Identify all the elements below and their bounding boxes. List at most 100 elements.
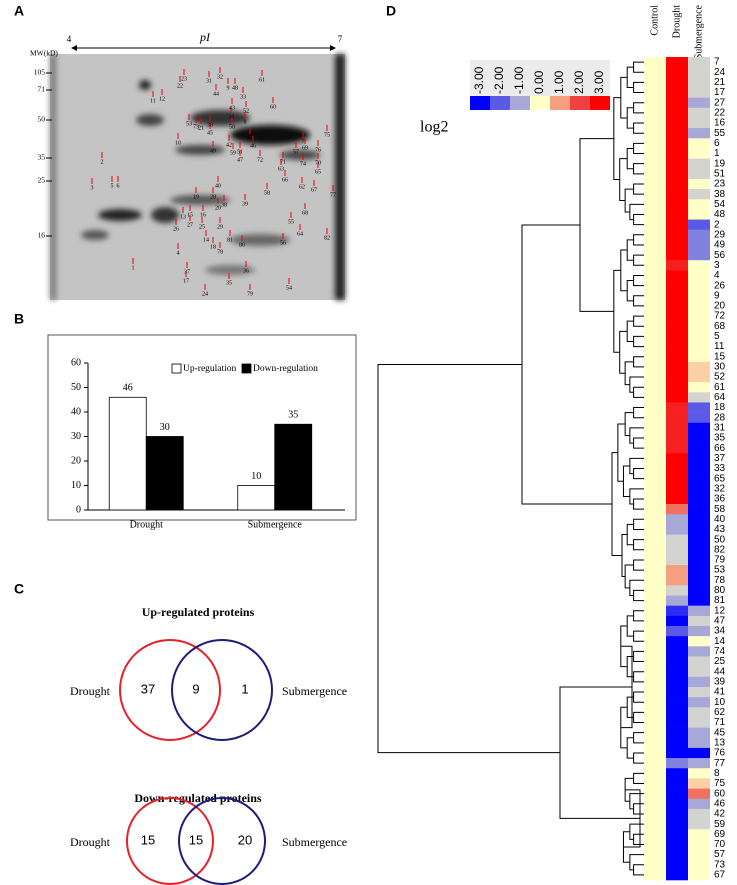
dendrogram-branch xyxy=(633,254,644,266)
legend-label: Down-regulation xyxy=(253,364,318,374)
heatmap-cell xyxy=(688,178,710,190)
spot-label: 66 xyxy=(282,177,288,183)
heatmap-cell xyxy=(688,554,710,566)
heatmap-cell xyxy=(644,382,666,393)
row-label: 22 xyxy=(714,108,726,119)
row-label: 82 xyxy=(714,544,726,555)
venn-count: 1 xyxy=(241,681,248,696)
row-label: 18 xyxy=(714,402,726,413)
heatmap-cell xyxy=(688,697,710,708)
heatmap-cell xyxy=(666,565,688,576)
heatmap-cell xyxy=(644,575,666,586)
row-label: 56 xyxy=(714,250,726,261)
heatmap-cell xyxy=(644,625,666,637)
heatmap-cell xyxy=(688,676,710,688)
mw-tick-label: 50 xyxy=(38,115,46,124)
row-label: 33 xyxy=(714,463,726,474)
dendrogram-branch xyxy=(633,102,644,114)
spot-label: 81 xyxy=(227,237,233,243)
scale-swatch xyxy=(530,96,550,110)
heatmap-cell xyxy=(644,676,666,688)
spot-label: 5 xyxy=(111,183,114,189)
spot-label: 69 xyxy=(302,145,308,151)
row-label: 23 xyxy=(714,179,726,190)
dendrogram-branch xyxy=(622,831,630,863)
heatmap-cell xyxy=(666,747,688,759)
dendrogram-branch xyxy=(559,686,640,819)
heatmap-cell xyxy=(644,514,666,525)
heatmap-cell xyxy=(644,636,666,647)
heatmap-cell xyxy=(644,351,666,363)
dendrogram-branch xyxy=(624,361,634,386)
heatmap-cell xyxy=(644,260,666,271)
heatmap-cell xyxy=(666,473,688,485)
spot-label: 70 xyxy=(315,160,321,166)
heatmap-cell xyxy=(666,646,688,657)
heatmap-cell xyxy=(688,117,710,129)
row-label: 67 xyxy=(714,870,726,881)
row-label: 34 xyxy=(714,626,726,637)
heatmap-cell xyxy=(644,758,666,769)
heatmap-cell xyxy=(666,239,688,251)
heatmap-cell xyxy=(644,504,666,515)
dendrogram-branch xyxy=(633,407,644,419)
heatmap-cell xyxy=(644,77,666,88)
scale-swatch xyxy=(470,96,490,110)
heatmap-cell xyxy=(644,686,666,698)
row-label: 29 xyxy=(714,229,726,240)
bar xyxy=(145,436,184,511)
row-label: 7 xyxy=(714,57,720,68)
heatmap-cell xyxy=(666,270,688,281)
heatmap-cell xyxy=(666,209,688,220)
y-tick-label: 20 xyxy=(71,455,81,466)
heatmap-cell xyxy=(666,595,688,606)
heatmap-cell xyxy=(666,371,688,383)
heatmap-cell xyxy=(644,727,666,739)
heatmap-cell xyxy=(644,107,666,119)
row-label: 19 xyxy=(714,158,726,169)
heatmap-cell xyxy=(688,646,710,657)
row-label: 14 xyxy=(714,636,726,647)
spot-label: 50 xyxy=(229,124,235,130)
venn-circle xyxy=(126,797,214,885)
spot-label: 34 xyxy=(228,114,234,120)
mw-tick-label: 105 xyxy=(34,68,46,77)
heatmap-cell xyxy=(666,412,688,424)
dendrogram-branch xyxy=(629,427,644,444)
dendrogram-branch xyxy=(626,655,634,678)
heatmap-cell xyxy=(688,585,710,596)
mw-tick-label: 25 xyxy=(38,176,46,185)
heatmap-cell xyxy=(688,412,710,424)
heatmap-cell xyxy=(688,595,710,606)
spot-label: 78 xyxy=(217,249,223,255)
dendrogram-branch xyxy=(633,589,644,602)
heatmap-cell xyxy=(688,656,710,667)
heatmap-cell xyxy=(688,209,710,220)
heatmap-cell xyxy=(688,260,710,271)
legend-label: Up-regulation xyxy=(183,364,237,374)
row-label: 35 xyxy=(714,433,726,444)
heatmap-cell xyxy=(666,290,688,302)
row-label: 5 xyxy=(714,331,720,342)
heatmap-cell xyxy=(644,432,666,444)
dendrogram-branch xyxy=(626,66,634,88)
venn-set-label: Drought xyxy=(70,684,111,698)
row-label: 77 xyxy=(714,758,726,769)
row-label: 72 xyxy=(714,311,726,322)
heatmap-cell xyxy=(688,849,710,860)
row-label: 57 xyxy=(714,849,726,860)
spot-label: 11 xyxy=(150,98,156,104)
heatmap-cell xyxy=(666,199,688,210)
spot-label: 33 xyxy=(240,94,246,100)
dendrogram-branch xyxy=(626,737,634,759)
heatmap-cell xyxy=(688,717,710,728)
dendrogram-branch xyxy=(629,793,644,810)
panel-letter: A xyxy=(14,3,24,19)
heatmap-cell xyxy=(644,189,666,200)
heatmap-cell xyxy=(666,798,688,810)
scale-label: -2.00 xyxy=(492,66,506,94)
row-label: 37 xyxy=(714,453,726,464)
heatmap-cell xyxy=(666,158,688,170)
heatmap-cell xyxy=(688,839,710,850)
dendrogram-branch xyxy=(633,122,644,134)
